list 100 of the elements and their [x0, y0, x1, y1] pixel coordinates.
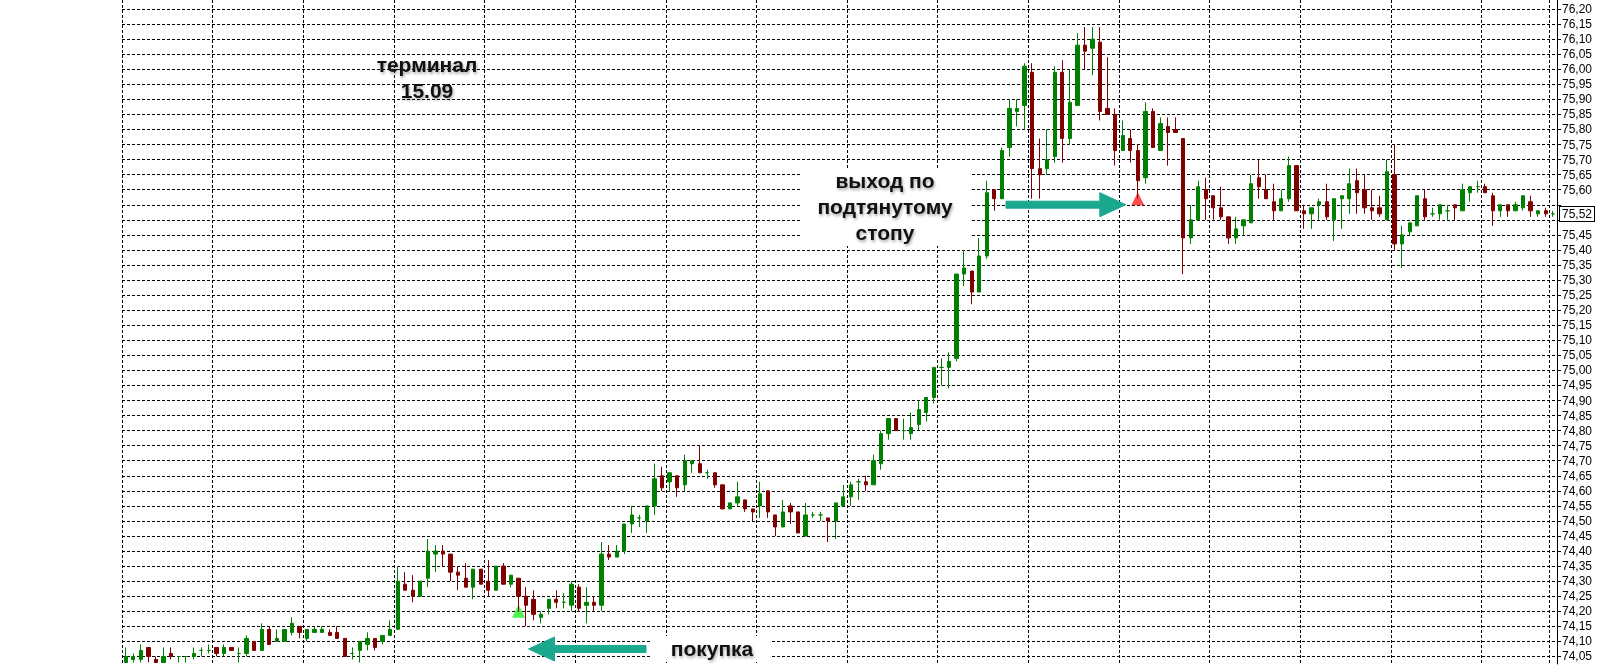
candlestick: [758, 481, 762, 519]
candlestick: [441, 544, 445, 567]
candlestick: [1498, 204, 1502, 218]
candlestick: [630, 505, 634, 534]
candlestick: [766, 490, 770, 519]
candlestick: [1528, 195, 1533, 218]
candlestick: [1060, 59, 1064, 164]
candlestick: [388, 619, 392, 636]
candlestick: [154, 655, 158, 663]
candlestick: [1249, 174, 1253, 224]
candlestick: [516, 577, 521, 612]
candlestick: [486, 559, 490, 597]
candlestick: [1121, 119, 1125, 152]
candlestick: [1090, 26, 1095, 76]
candlestick: [894, 418, 898, 432]
candlestick: [373, 637, 377, 651]
candlestick: [743, 499, 747, 513]
candlestick: [841, 484, 845, 507]
candlestick: [932, 366, 936, 405]
candlestick: [1445, 204, 1450, 221]
candlestick: [569, 580, 574, 612]
candlestick: [970, 270, 974, 305]
annotation: покупка: [652, 636, 772, 662]
candlestick: [214, 646, 219, 657]
candlestick: [1423, 189, 1427, 221]
candlestick: [1347, 168, 1351, 215]
candlestick: [1219, 186, 1223, 221]
candlestick: [312, 625, 317, 633]
candlestick: [448, 553, 453, 582]
candlestick: [599, 541, 604, 612]
candlestick: [494, 565, 498, 591]
candlestick: [773, 514, 777, 537]
candlestick: [690, 460, 694, 474]
candlestick: [675, 475, 679, 498]
y-tick-label: 75,30: [1562, 273, 1593, 288]
candlestick: [939, 357, 944, 386]
candlestick: [426, 538, 430, 588]
candlestick: [1158, 116, 1163, 152]
y-tick-label: 74,95: [1562, 378, 1593, 393]
candlestick: [554, 589, 558, 609]
candlestick: [1098, 26, 1102, 121]
annotation: выход по подтянутому стопу: [800, 168, 970, 246]
y-tick-label: 74,75: [1562, 438, 1593, 453]
candlestick: [826, 517, 830, 543]
y-tick-label: 75,60: [1562, 182, 1593, 197]
candlestick: [1476, 180, 1480, 194]
y-tick-label: 74,60: [1562, 483, 1593, 498]
candlestick: [1113, 107, 1117, 167]
candlestick: [909, 412, 913, 441]
y-tick-label: 75,45: [1562, 227, 1593, 242]
candlestick: [637, 514, 641, 528]
candlestick: [1309, 207, 1314, 230]
y-tick-label: 76,10: [1562, 32, 1593, 47]
candlestick: [879, 430, 883, 471]
candlestick: [834, 502, 838, 540]
candlestick: [131, 652, 135, 663]
candlestick: [1370, 189, 1374, 221]
y-tick-label: 75,65: [1562, 167, 1593, 182]
y-tick-label: 75,25: [1562, 288, 1593, 303]
candlestick: [803, 502, 808, 537]
candlestick: [652, 463, 657, 516]
y-tick-label: 74,85: [1562, 408, 1593, 423]
candlestick: [1226, 216, 1231, 245]
candlestick: [531, 589, 536, 621]
y-tick-label: 75,80: [1562, 122, 1593, 137]
candlestick: [1355, 168, 1359, 215]
candlestick: [282, 628, 287, 642]
y-tick-label: 74,30: [1562, 574, 1593, 589]
candlestick: [1294, 165, 1299, 212]
candlestick: [660, 466, 664, 492]
y-tick-label: 75,05: [1562, 348, 1593, 363]
candlestick: [1377, 195, 1382, 218]
y-tick-label: 76,20: [1562, 2, 1593, 17]
candlestick: [1083, 26, 1087, 70]
candlestick: [350, 646, 354, 660]
candlestick: [169, 646, 173, 660]
y-tick-label: 74,45: [1562, 529, 1593, 544]
candlestick: [260, 622, 264, 651]
candlestick: [501, 562, 506, 585]
candlestick: [1204, 177, 1208, 221]
candlestick: [305, 628, 309, 642]
candlestick: [1000, 147, 1004, 200]
candlestick: [1007, 98, 1012, 158]
candlestick: [1045, 128, 1049, 176]
y-tick-label: 74,40: [1562, 544, 1593, 559]
candlestick: [1151, 107, 1155, 149]
candlestick: [524, 586, 528, 627]
candlestick: [864, 475, 868, 492]
candlestick: [237, 646, 241, 663]
candlestick: [1400, 225, 1404, 269]
y-tick-label: 74,25: [1562, 589, 1593, 604]
candlestick: [471, 568, 475, 600]
candlestick: [788, 502, 793, 525]
candlestick: [667, 472, 672, 492]
candlestick: [1136, 144, 1140, 200]
candlestick: [954, 273, 959, 362]
candlestick: [720, 484, 725, 510]
candlestick: [796, 511, 800, 534]
candlestick: [139, 643, 143, 663]
y-tick-label: 74,15: [1562, 619, 1593, 634]
